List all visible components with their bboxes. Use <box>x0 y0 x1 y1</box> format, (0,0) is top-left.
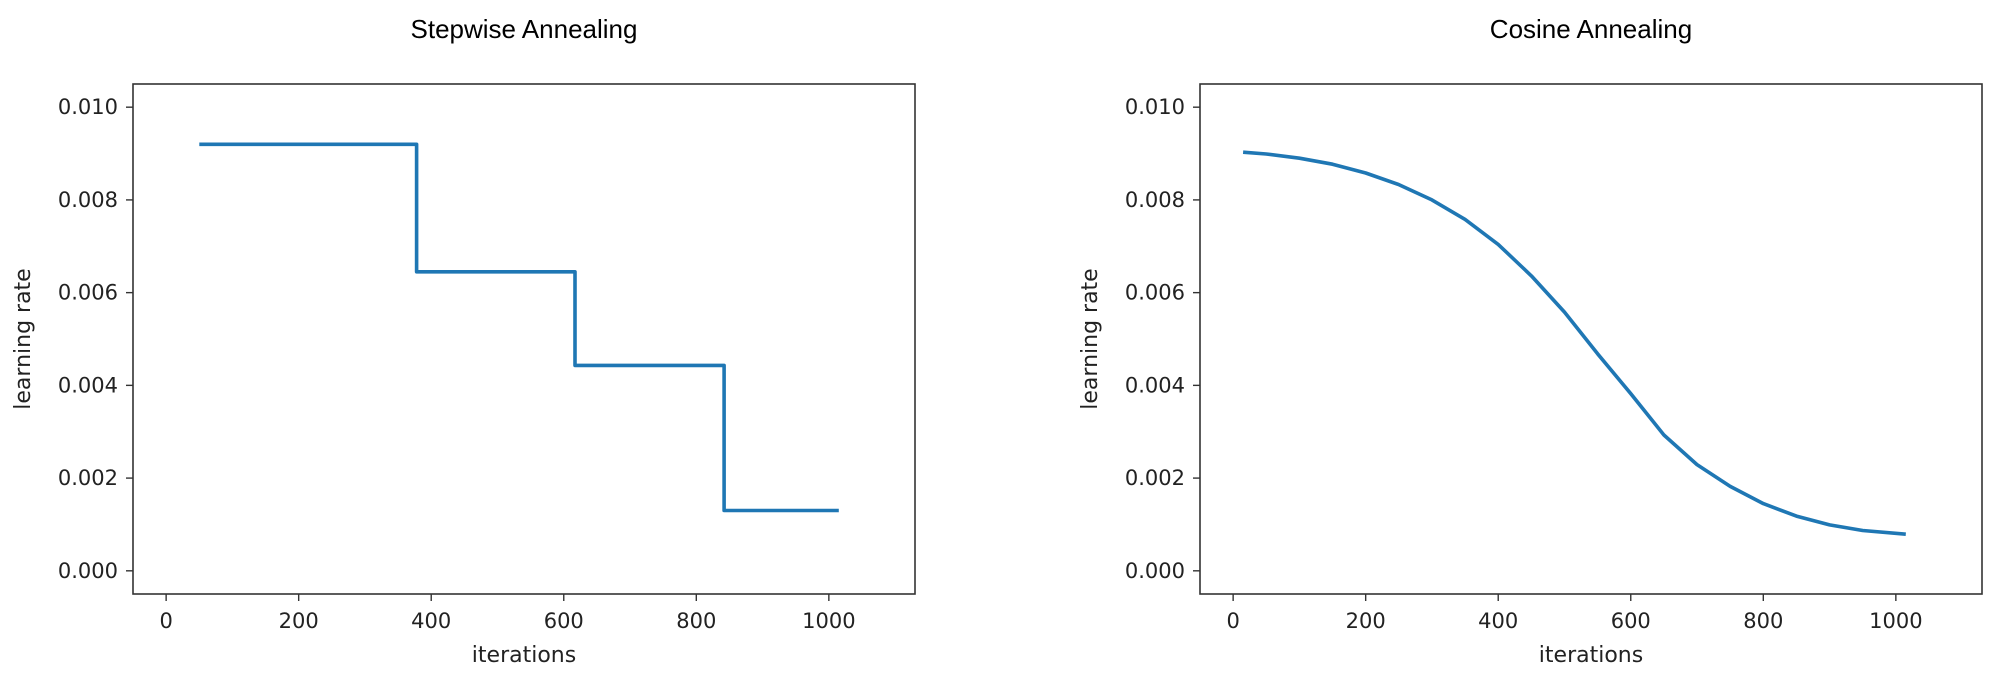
y-tick-label: 0.004 <box>58 373 118 397</box>
y-tick-label: 0.010 <box>1125 95 1185 119</box>
x-axis-label: iterations <box>1539 643 1643 668</box>
y-tick-label: 0.006 <box>1125 281 1185 305</box>
x-tick-label: 200 <box>279 609 319 633</box>
plot-frame <box>132 83 916 595</box>
x-tick-label: 800 <box>676 609 716 633</box>
y-tick-label: 0.004 <box>1125 373 1185 397</box>
x-tick-label: 0 <box>1226 609 1239 633</box>
chart-stepwise-annealing: Stepwise Annealing 0 200 400 600 800 1000 0.000… <box>11 14 916 668</box>
y-tick-label: 0.008 <box>1125 188 1185 212</box>
x-tick-label: 400 <box>1478 609 1518 633</box>
x-tick-label: 400 <box>411 609 451 633</box>
chart-title: Stepwise Annealing <box>411 14 638 44</box>
y-tick-label: 0.002 <box>58 466 118 490</box>
y-tick-label: 0.002 <box>1125 466 1185 490</box>
x-tick-label: 600 <box>1611 609 1651 633</box>
x-tick-label: 1000 <box>802 609 855 633</box>
plot-frame <box>1199 83 1983 595</box>
x-tick-label: 600 <box>544 609 584 633</box>
x-tick-label: 1000 <box>1869 609 1922 633</box>
y-axis-label: learning rate <box>1078 268 1103 409</box>
y-tick-label: 0.006 <box>58 281 118 305</box>
chart-title: Cosine Annealing <box>1490 14 1692 44</box>
y-tick-label: 0.000 <box>58 559 118 583</box>
x-tick-label: 0 <box>159 609 172 633</box>
y-tick-label: 0.008 <box>58 188 118 212</box>
chart-cosine-annealing: Cosine Annealing 0 200 400 600 800 1000 0.000 0.… <box>1078 14 1983 668</box>
series-line <box>1242 150 1906 536</box>
y-axis-label: learning rate <box>11 268 36 409</box>
x-axis-label: iterations <box>472 643 576 668</box>
y-tick-label: 0.000 <box>1125 559 1185 583</box>
x-tick-label: 800 <box>1743 609 1783 633</box>
x-tick-label: 200 <box>1346 609 1386 633</box>
y-tick-label: 0.010 <box>58 95 118 119</box>
series-line <box>199 142 839 513</box>
